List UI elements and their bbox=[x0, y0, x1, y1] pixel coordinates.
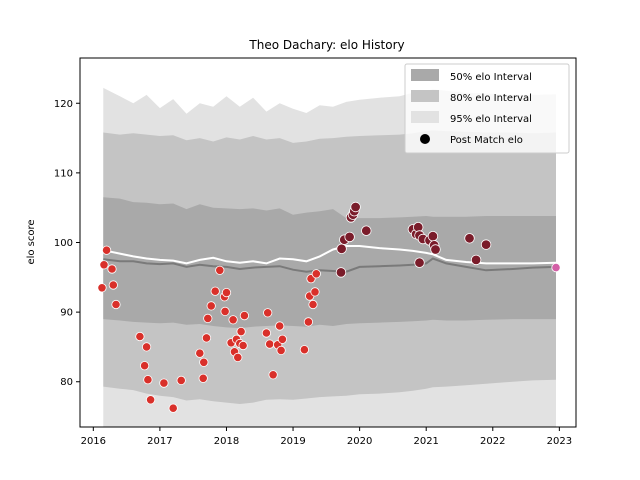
x-tick-label: 2017 bbox=[147, 436, 172, 447]
post-match-point bbox=[221, 287, 232, 298]
post-match-point bbox=[102, 245, 112, 255]
post-match-point bbox=[263, 308, 273, 318]
post-match-point bbox=[199, 357, 209, 367]
post-match-point bbox=[335, 267, 347, 278]
post-match-points bbox=[97, 201, 561, 413]
x-tick-label: 2018 bbox=[214, 436, 239, 447]
post-match-point bbox=[336, 243, 347, 255]
y-tick-label: 80 bbox=[60, 377, 73, 388]
plot-area bbox=[97, 87, 561, 428]
y-axis-label: elo score bbox=[26, 219, 37, 264]
post-match-point bbox=[228, 315, 238, 325]
post-match-point bbox=[97, 283, 107, 293]
mean-elo-line bbox=[103, 245, 557, 265]
post-match-point bbox=[236, 326, 246, 337]
post-match-point bbox=[99, 260, 109, 270]
legend-label-points: Post Match elo bbox=[450, 135, 523, 146]
post-match-point bbox=[142, 342, 152, 352]
post-match-point bbox=[201, 333, 212, 343]
post-match-point bbox=[107, 264, 117, 274]
y-tick-label: 90 bbox=[60, 308, 73, 319]
post-match-point bbox=[210, 286, 220, 296]
x-tick-label: 2023 bbox=[547, 436, 572, 447]
post-match-point bbox=[310, 287, 320, 297]
post-match-point bbox=[464, 233, 475, 244]
post-match-point bbox=[203, 313, 213, 323]
post-match-point bbox=[111, 299, 121, 310]
post-match-point bbox=[299, 345, 309, 355]
post-match-point bbox=[551, 262, 561, 273]
x-tick-label: 2022 bbox=[480, 436, 505, 447]
post-match-point bbox=[176, 375, 186, 385]
x-tick-label: 2021 bbox=[413, 436, 438, 447]
post-match-point bbox=[143, 375, 153, 385]
post-match-point bbox=[146, 395, 156, 405]
legend-swatch-95 bbox=[411, 111, 439, 123]
legend-swatch-50 bbox=[411, 69, 439, 81]
legend-swatch-80 bbox=[411, 90, 439, 102]
post-match-point bbox=[480, 239, 492, 250]
post-match-point bbox=[220, 306, 230, 316]
y-tick-label: 120 bbox=[54, 99, 73, 110]
post-match-point bbox=[215, 265, 225, 275]
median-elo-line bbox=[103, 257, 557, 273]
y-tick-label: 110 bbox=[54, 168, 73, 179]
chart-title: Theo Dachary: elo History bbox=[248, 38, 404, 52]
post-match-point bbox=[275, 321, 285, 331]
x-tick-label: 2016 bbox=[81, 436, 106, 447]
post-match-point bbox=[198, 373, 208, 383]
post-match-point bbox=[238, 340, 248, 351]
post-match-point bbox=[159, 378, 169, 388]
y-tick-label: 100 bbox=[54, 238, 73, 249]
post-match-point bbox=[427, 230, 439, 242]
post-match-point bbox=[261, 328, 271, 338]
post-match-point bbox=[303, 317, 313, 327]
post-match-point bbox=[108, 280, 118, 290]
post-match-point bbox=[206, 301, 216, 311]
post-match-point bbox=[268, 370, 278, 380]
legend-label-95: 95% elo Interval bbox=[450, 114, 532, 125]
post-match-point bbox=[350, 201, 361, 213]
post-match-point bbox=[135, 331, 145, 342]
post-match-point bbox=[277, 334, 287, 344]
y-axis: 80 90 100 110 120 bbox=[54, 99, 80, 388]
post-match-point bbox=[276, 345, 286, 355]
post-match-point bbox=[361, 225, 372, 236]
post-match-point bbox=[308, 299, 318, 310]
post-match-point bbox=[311, 269, 321, 279]
post-match-point bbox=[265, 339, 275, 349]
post-match-point bbox=[414, 257, 425, 268]
legend-label-50: 50% elo Interval bbox=[450, 72, 532, 83]
post-match-point bbox=[430, 244, 441, 255]
post-match-point bbox=[344, 231, 355, 243]
legend-box bbox=[404, 63, 570, 154]
post-match-point bbox=[233, 352, 243, 362]
x-axis: 2016 2017 2018 2019 2020 2021 2022 2023 bbox=[81, 427, 572, 447]
post-match-point bbox=[195, 348, 205, 358]
legend: 50% elo Interval 80% elo Interval 95% el… bbox=[404, 63, 570, 154]
legend-label-80: 80% elo Interval bbox=[450, 93, 532, 104]
post-match-point bbox=[239, 310, 249, 321]
post-match-point bbox=[168, 403, 178, 413]
post-match-point bbox=[470, 254, 482, 266]
x-tick-label: 2019 bbox=[280, 436, 305, 447]
legend-marker-points bbox=[420, 134, 430, 144]
post-match-point bbox=[140, 361, 150, 371]
x-tick-label: 2020 bbox=[347, 436, 372, 447]
